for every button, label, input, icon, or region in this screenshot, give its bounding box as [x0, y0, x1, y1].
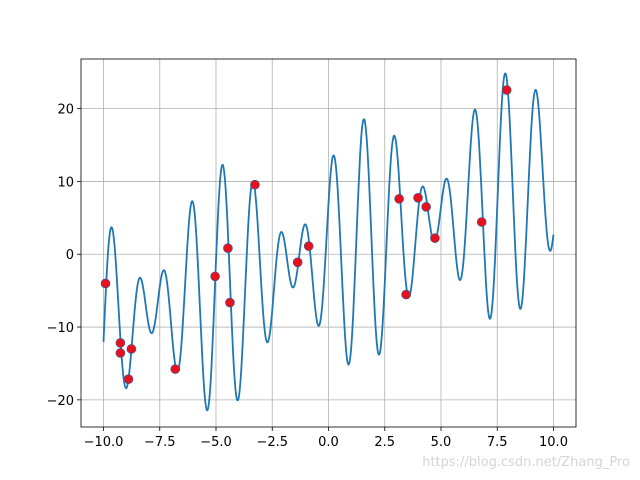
axes-frame: [80, 58, 577, 428]
x-tick-label: 2.5: [374, 435, 395, 450]
y-tick-label: 0: [66, 248, 74, 263]
x-tick-label: 5.0: [431, 435, 452, 450]
y-tick-label: 10: [57, 175, 74, 190]
scatter-point: [292, 257, 303, 268]
scatter-point: [413, 193, 423, 203]
x-tick-label: 7.5: [487, 435, 508, 450]
watermark: https://blog.csdn.net/Zhang_Pro: [422, 455, 630, 470]
y-tick-label: −10: [47, 321, 74, 336]
scatter-point: [303, 241, 314, 251]
scatter-point: [501, 85, 512, 95]
scatter-point: [250, 179, 260, 190]
x-tick-label: −7.5: [144, 435, 176, 450]
scatter-point: [123, 374, 134, 384]
y-tick-label: 20: [57, 103, 74, 118]
x-tick-label: 10.0: [539, 435, 568, 450]
x-tick-label: −2.5: [256, 435, 288, 450]
y-tick-label: −20: [47, 394, 74, 409]
scatter-point: [223, 243, 233, 254]
scatter-point: [170, 364, 181, 374]
scatter-point: [210, 271, 220, 282]
scatter-point: [126, 344, 137, 354]
scatter-point: [430, 233, 440, 243]
scatter-point: [421, 202, 431, 212]
scatter-point: [100, 278, 111, 289]
x-tick-label: −10.0: [84, 435, 124, 450]
scatter-point: [225, 297, 235, 308]
scatter-point: [115, 348, 126, 358]
scatter-point: [476, 217, 487, 227]
scatter-point: [115, 338, 126, 348]
scatter-point: [394, 194, 404, 204]
scatter-point: [401, 289, 411, 300]
x-tick-label: −5.0: [200, 435, 232, 450]
x-tick-label: 0.0: [318, 435, 339, 450]
